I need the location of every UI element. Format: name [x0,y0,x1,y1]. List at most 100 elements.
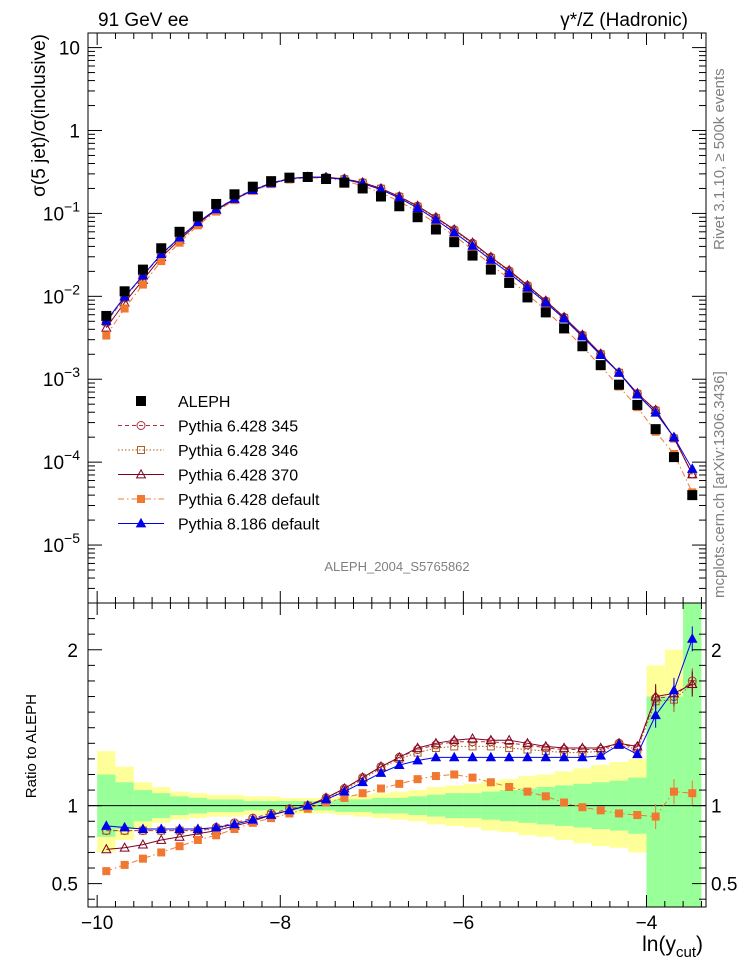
main-y-tick-label: 10 [59,39,80,60]
ratio-series-marker [431,743,440,752]
ratio-series-marker [468,742,477,751]
ratio-series-line [106,680,693,832]
main-series-marker [485,254,497,264]
rivet-version-label: Rivet 3.1.10, ≥ 500k events [711,68,728,250]
aleph-data-point [687,490,698,501]
main-series-marker [101,322,112,332]
ratio-series-marker [375,767,387,777]
main-y-axis-label: σ(5 jet)/σ(inclusive) [29,34,50,197]
legend-label: Pythia 6.428 default [178,492,320,509]
aleph-data-point [321,174,332,185]
legend-marker [135,468,147,479]
legend-marker [135,517,147,528]
ratio-series-marker [192,823,204,833]
legend: ALEPH Pythia 6.428 345 Pythia 6.428 346 Pyt… [118,394,320,534]
aleph-data-point [632,399,643,410]
main-series-marker [102,331,111,340]
main-series-marker [430,214,442,224]
mcplots-label: mcplots.cern.ch [arXiv:1306.3436] [711,371,728,598]
ratio-series-marker [247,814,259,824]
ratio-series-marker [615,809,624,818]
ratio-plot [101,626,698,876]
ratio-y-tick-label-left: 1 [67,797,78,818]
aleph-data-point [412,212,423,223]
ratio-series-marker [448,751,460,762]
ratio-series-marker [119,821,130,832]
x-tick-label: −6 [453,913,475,934]
aleph-data-point [430,224,441,235]
main-series-marker [522,282,533,292]
ratio-series-marker [522,737,533,748]
ratio-series-marker [540,740,552,751]
main-series-marker [687,468,698,479]
main-series-marker [120,304,129,313]
main-y-tick-label: 10−2 [43,281,80,308]
ratio-series-marker [541,792,550,801]
ratio-series-marker [596,806,605,815]
main-series-marker [503,267,515,278]
ratio-series-marker [558,742,570,752]
ratio-series-marker [632,748,643,759]
band-green-bin [646,696,665,907]
ratio-series-marker [340,793,349,802]
legend-marker [136,421,146,430]
aleph-data-point [247,181,258,192]
aleph-data-point [229,189,240,200]
ratio-series-marker [412,754,423,765]
aleph-data-point [339,177,350,188]
ratio-series-marker [523,787,532,796]
header-right-label: γ*/Z (Hadronic) [560,10,688,31]
ratio-series-marker [503,734,515,745]
ratio-series-marker [450,742,459,751]
ratio-series-marker [120,860,129,869]
main-series-marker [157,257,166,266]
ratio-y-tick-label-right: 0.5 [711,875,737,896]
ratio-series-marker [430,737,442,748]
main-series-marker [687,463,698,473]
ratio-series-marker [613,739,625,749]
main-series-marker [137,269,149,280]
aleph-data-point [357,183,368,194]
ratio-y-tick-label-left: 2 [67,641,78,662]
main-series-marker [613,367,625,377]
aleph-data-point [540,307,551,318]
ratio-series-marker [174,823,185,833]
aleph-data-point [156,243,167,254]
main-y-tick-label: 10−5 [43,530,80,557]
main-series-marker [175,238,184,247]
ratio-frame [87,602,707,908]
main-series-marker [650,407,661,417]
aleph-data-point [467,250,478,261]
aleph-data-point [504,277,515,288]
ratio-series-marker [449,737,459,747]
ratio-series-marker [505,743,514,752]
main-y-tick-label: 10−1 [43,198,80,225]
ratio-series-marker [157,848,166,857]
ratio-series-marker [357,776,368,787]
main-plot [101,171,698,501]
aleph-data-point [211,198,222,209]
ratio-series-marker [540,751,552,762]
ratio-series-marker [320,793,332,804]
ratio-series-marker [468,773,477,782]
ratio-series-marker [633,811,642,820]
main-series-marker [577,330,588,341]
x-tick-label: −4 [636,913,658,934]
ratio-series-marker [558,751,570,762]
ratio-series-marker [505,782,514,791]
legend-label: Pythia 6.428 346 [178,443,298,460]
ratio-series-marker [358,789,367,798]
aleph-data-point [449,237,460,248]
main-y-tick-label: 1 [69,122,80,143]
ratio-series-marker [522,740,532,750]
ratio-series-line [106,683,693,832]
legend-marker [137,446,145,454]
main-y-tick-label: 10−3 [43,364,80,391]
header-left-label: 91 GeV ee [98,10,189,31]
x-axis-label-close: ) [696,933,703,956]
ratio-series-marker [155,834,167,844]
main-series-marker [558,313,570,323]
ratio-series-marker [412,742,423,752]
aleph-data-point [101,310,112,321]
main-series-marker [174,232,185,242]
